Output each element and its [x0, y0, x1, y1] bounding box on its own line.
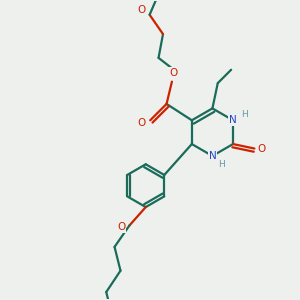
Text: O: O	[138, 118, 146, 128]
Text: N: N	[229, 115, 237, 125]
Text: O: O	[137, 5, 146, 15]
Text: O: O	[169, 68, 178, 78]
Text: H: H	[241, 110, 248, 119]
Text: N: N	[208, 151, 216, 161]
Text: O: O	[258, 143, 266, 154]
Text: H: H	[218, 160, 225, 169]
Text: O: O	[117, 222, 125, 232]
